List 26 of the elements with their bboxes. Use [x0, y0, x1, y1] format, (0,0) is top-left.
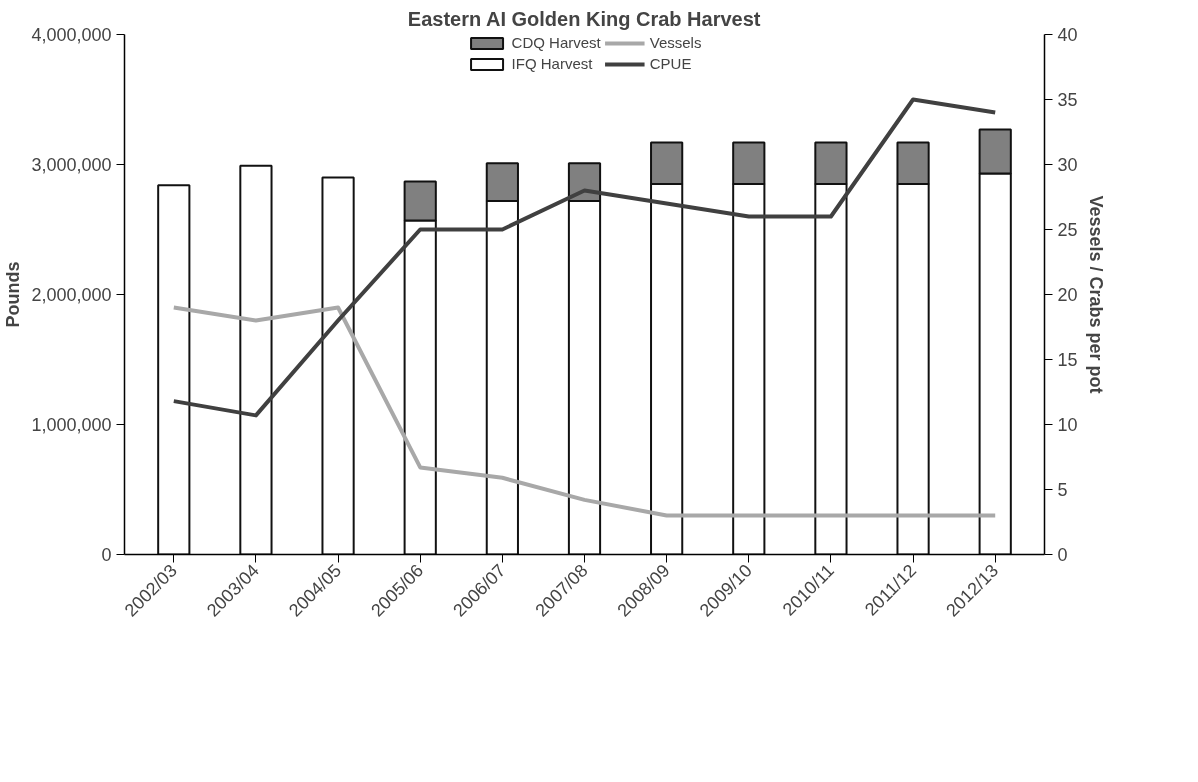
- y2-tick-label: 0: [1057, 545, 1068, 565]
- line-series: [171, 305, 998, 518]
- y-tick-label: 0: [101, 545, 112, 565]
- line-series: [171, 97, 998, 418]
- legend-label: CPUE: [649, 55, 692, 72]
- y-tick-label: 2,000,000: [31, 285, 112, 305]
- y2-tick-label: 30: [1057, 155, 1078, 175]
- bar: [239, 164, 273, 555]
- y2-axis-title: Vessels / Crabs per pot: [1085, 195, 1106, 394]
- legend-label: IFQ Harvest: [511, 55, 593, 72]
- y2-tick-label: 40: [1057, 25, 1078, 45]
- y-tick-label: 3,000,000: [31, 155, 112, 175]
- y2-tick-label: 20: [1057, 285, 1078, 305]
- y-tick-label: 1,000,000: [31, 415, 112, 435]
- y2-tick-label: 35: [1057, 90, 1078, 110]
- y-tick-label: 4,000,000: [31, 25, 112, 45]
- legend-label: Vessels: [649, 34, 702, 51]
- y2-tick-label: 10: [1057, 415, 1078, 435]
- y-axis-title: Pounds: [3, 261, 24, 328]
- y2-tick-label: 5: [1057, 480, 1068, 500]
- bar: [321, 176, 355, 555]
- y2-tick-label: 15: [1057, 350, 1078, 370]
- legend-label: CDQ Harvest: [511, 34, 601, 51]
- bar: [157, 184, 191, 555]
- y2-tick-label: 25: [1057, 220, 1078, 240]
- chart-title: Eastern AI Golden King Crab Harvest: [407, 7, 761, 30]
